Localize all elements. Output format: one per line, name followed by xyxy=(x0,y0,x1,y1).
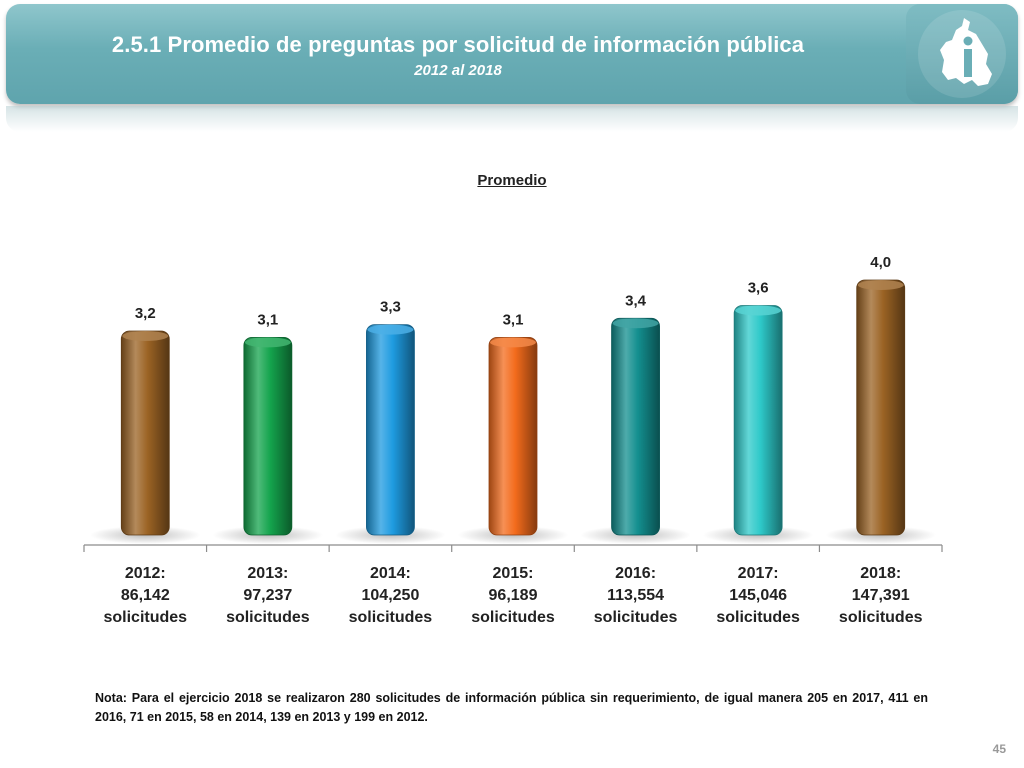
bar-cap-0 xyxy=(122,331,169,341)
page-title: 2.5.1 Promedio de preguntas por solicitu… xyxy=(111,32,805,57)
cdmx-map-icon xyxy=(940,18,992,86)
bar-cap-2 xyxy=(367,324,414,335)
header-reflection xyxy=(6,106,1018,132)
bar-chart: 3,2 2012: 86,142 solicitudes 3,1 2013: 97,237 s… xyxy=(83,254,943,626)
value-label-2: 3,3 xyxy=(380,299,401,316)
bar-cap-6 xyxy=(857,280,904,290)
bar-1 xyxy=(243,336,293,536)
page-number: 45 xyxy=(992,742,1006,756)
value-label-1: 3,1 xyxy=(257,311,278,328)
page-subtitle: 2012 al 2018 xyxy=(414,62,502,79)
bar-cap-4 xyxy=(612,318,659,329)
value-label-0: 3,2 xyxy=(135,305,156,322)
category-label-3: 2015: 96,189 solicitudes xyxy=(471,565,555,626)
bar-2 xyxy=(366,324,415,536)
footnote: Nota: Para el ejercicio 2018 se realizar… xyxy=(95,691,928,724)
header-banner xyxy=(6,4,1018,104)
category-label-0: 2012: 86,142 solicitudes xyxy=(103,565,187,626)
value-label-4: 3,4 xyxy=(625,292,647,309)
bar-4 xyxy=(611,317,660,536)
bar-cap-3 xyxy=(490,337,536,348)
category-label-5: 2017: 145,046 solicitudes xyxy=(716,565,800,626)
value-label-3: 3,1 xyxy=(503,311,524,328)
bar-5 xyxy=(733,305,783,536)
category-label-1: 2013: 97,237 solicitudes xyxy=(226,565,310,626)
value-label-5: 3,6 xyxy=(748,280,769,297)
category-label-4: 2016: 113,554 solicitudes xyxy=(594,565,678,626)
bar-0 xyxy=(120,330,170,536)
category-label-2: 2014: 104,250 solicitudes xyxy=(349,565,433,626)
logo-box xyxy=(906,4,1018,104)
chart-title: Promedio xyxy=(477,172,547,189)
category-label-6: 2018: 147,391 solicitudes xyxy=(839,565,923,626)
value-label-6: 4,0 xyxy=(870,254,891,271)
bar-3 xyxy=(488,336,538,536)
bar-cap-5 xyxy=(735,305,782,316)
bar-cap-1 xyxy=(244,337,291,348)
bar-6 xyxy=(856,279,906,536)
